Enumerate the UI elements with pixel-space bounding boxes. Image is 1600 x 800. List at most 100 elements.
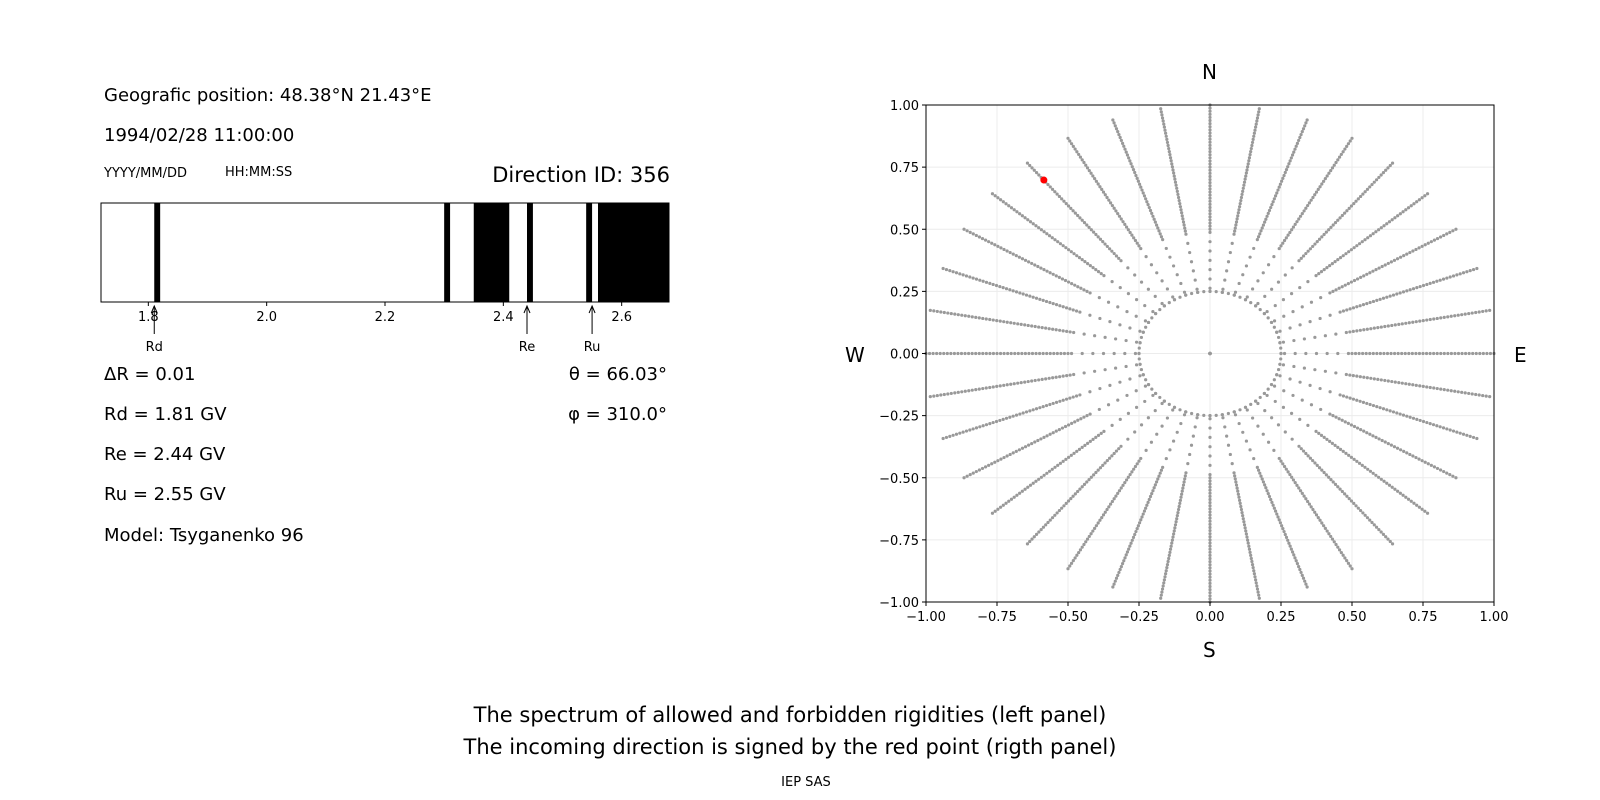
direction-point: [1414, 247, 1418, 252]
direction-point: [1040, 326, 1044, 330]
direction-point: [1123, 351, 1127, 356]
direction-point: [1005, 249, 1009, 253]
direction-point: [1304, 582, 1308, 586]
direction-point: [1236, 211, 1240, 215]
direction-point: [1280, 524, 1284, 528]
direction-point: [1240, 192, 1244, 197]
direction-point: [1208, 177, 1212, 182]
inner-ring-point: [1276, 367, 1281, 372]
direction-point: [1254, 581, 1258, 585]
direction-point: [996, 196, 1000, 200]
direction-point: [1034, 479, 1038, 483]
direction-point: [1039, 437, 1043, 441]
direction-point: [1170, 165, 1174, 169]
direction-point: [935, 309, 939, 314]
direction-point: [1018, 491, 1022, 495]
direction-point: [1034, 407, 1039, 411]
direction-point: [1140, 515, 1144, 519]
direction-point: [1283, 430, 1287, 434]
direction-point: [1098, 386, 1102, 391]
direction-point: [1020, 214, 1024, 218]
direction-point: [1234, 480, 1238, 484]
direction-point: [1172, 171, 1176, 175]
direction-point: [1165, 416, 1169, 420]
direction-point: [971, 276, 975, 280]
direction-point: [1088, 313, 1092, 317]
inner-ring-point: [1150, 316, 1154, 320]
x-tick-label: 2.4: [493, 310, 514, 325]
direction-point: [1400, 322, 1404, 326]
x-tick-label: 2.6: [611, 310, 632, 325]
direction-point: [1208, 594, 1212, 598]
direction-point: [1037, 226, 1041, 230]
direction-point: [1008, 288, 1012, 292]
direction-point: [1179, 421, 1183, 426]
direction-point: [981, 351, 985, 356]
direction-point: [1298, 417, 1302, 421]
inner-ring-point: [1139, 367, 1144, 372]
direction-point: [1093, 369, 1097, 373]
forbidden-band: [154, 203, 161, 302]
direction-point: [1355, 374, 1359, 378]
direction-point: [1244, 532, 1248, 536]
direction-point: [1304, 251, 1308, 256]
direction-point: [1364, 351, 1368, 356]
direction-point: [1086, 441, 1090, 445]
direction-point: [1339, 550, 1343, 555]
direction-point: [1414, 351, 1418, 356]
direction-point: [953, 391, 957, 395]
direction-point: [1411, 249, 1415, 253]
direction-point: [1431, 280, 1436, 284]
direction-point: [1354, 504, 1358, 508]
direction-point: [1148, 208, 1153, 213]
direction-point: [1076, 285, 1080, 289]
direction-point: [1005, 320, 1009, 324]
direction-point: [1183, 474, 1187, 478]
direction-point: [1421, 318, 1425, 323]
direction-point: [1176, 195, 1181, 200]
direction-point: [1329, 225, 1333, 229]
direction-point: [1282, 389, 1286, 393]
direction-point: [1208, 597, 1212, 601]
direction-point: [1235, 217, 1239, 221]
direction-point: [1334, 542, 1338, 547]
direction-point: [1114, 576, 1119, 580]
direction-point: [1353, 351, 1358, 356]
direction-point: [1454, 476, 1458, 480]
inner-ring-point: [1266, 387, 1270, 391]
direction-point: [1337, 286, 1341, 290]
direction-point: [1020, 446, 1025, 450]
direction-point: [1311, 244, 1315, 249]
direction-point: [1396, 489, 1400, 493]
inner-ring-point: [1262, 391, 1266, 396]
compass-south: S: [1203, 638, 1216, 662]
direction-point: [1281, 241, 1285, 245]
geographic-position: Geografic position: 48.38°N 21.43°E: [104, 85, 432, 106]
direction-point: [974, 469, 978, 474]
inner-ring-point: [1266, 316, 1270, 320]
direction-point: [1110, 249, 1114, 253]
direction-point: [1164, 456, 1168, 461]
direction-point: [1025, 542, 1030, 546]
direction-point: [949, 391, 953, 396]
direction-point: [1072, 252, 1076, 256]
direction-point: [1031, 295, 1035, 299]
direction-point: [1322, 179, 1326, 183]
direction-point: [1208, 578, 1212, 582]
direction-point: [1345, 559, 1349, 563]
direction-point: [1161, 238, 1165, 242]
direction-point: [1239, 198, 1243, 203]
credit-label: IEP SAS: [781, 775, 831, 790]
direction-point: [1418, 284, 1422, 289]
direction-point: [1160, 279, 1164, 283]
direction-point: [974, 315, 978, 319]
direction-point: [1341, 309, 1346, 313]
direction-point: [1160, 116, 1165, 120]
direction-point: [1027, 443, 1031, 447]
direction-point: [1323, 334, 1327, 338]
direction-point: [1283, 532, 1287, 537]
direction-point: [1208, 202, 1212, 206]
direction-point: [1030, 537, 1034, 541]
direction-point: [1117, 570, 1121, 575]
direction-point: [1061, 398, 1065, 402]
